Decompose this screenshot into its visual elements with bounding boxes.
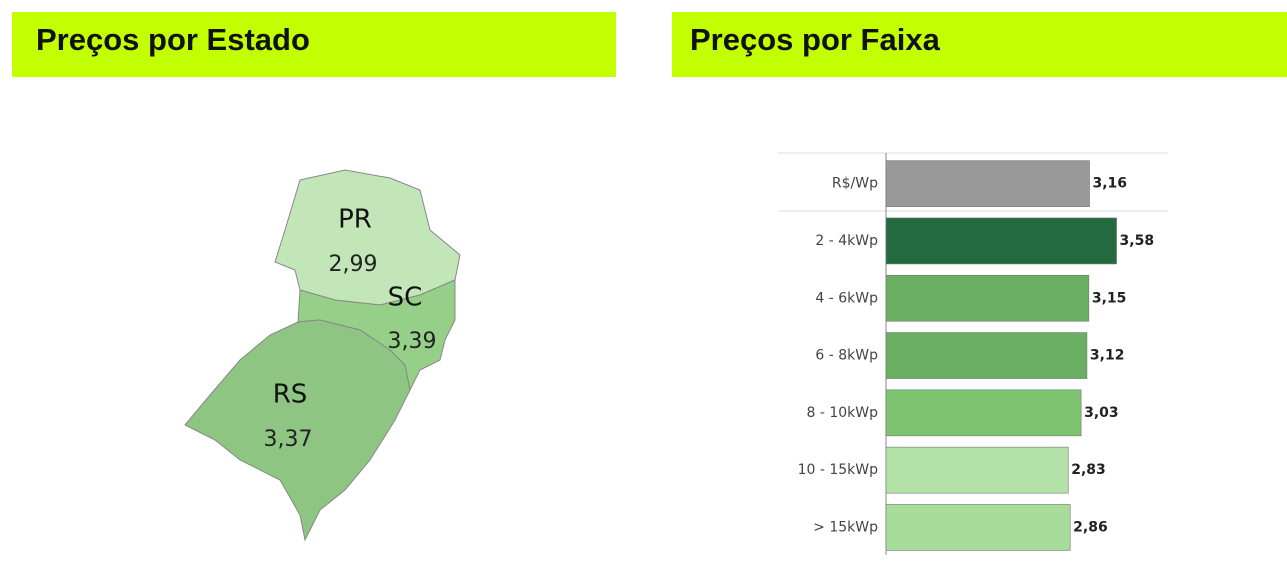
header-bar — [12, 12, 616, 77]
region-label: SC — [388, 283, 423, 313]
value-label: 3,03 — [1084, 405, 1119, 421]
header-bar — [672, 12, 1287, 77]
region-value: 3,37 — [264, 427, 313, 452]
category-label: 6 - 8kWp — [815, 348, 878, 364]
bar — [885, 160, 1090, 207]
value-label: 3,12 — [1090, 348, 1125, 364]
category-label: > 15kWp — [813, 519, 878, 535]
region-value: 3,39 — [388, 329, 437, 354]
category-label: 4 - 6kWp — [815, 290, 878, 306]
bar — [885, 274, 1090, 322]
bar — [885, 446, 1069, 494]
region — [184, 319, 411, 542]
value-label: 3,15 — [1092, 290, 1127, 306]
chart-title: Preços por Faixa — [690, 22, 941, 57]
value-label: 2,86 — [1073, 519, 1108, 535]
region-value: 2,99 — [329, 252, 378, 277]
region-label: RS — [273, 380, 308, 410]
value-label: 3,58 — [1120, 233, 1155, 249]
category-label: 2 - 4kWp — [815, 233, 878, 249]
value-label: 3,16 — [1093, 176, 1128, 192]
bar — [885, 389, 1082, 437]
category-label: R$/Wp — [832, 176, 878, 192]
category-label: 10 - 15kWp — [798, 462, 879, 478]
category-label: 8 - 10kWp — [806, 405, 878, 421]
value-label: 2,83 — [1071, 462, 1106, 478]
bar — [885, 217, 1117, 265]
bar — [885, 504, 1071, 551]
bar — [885, 332, 1088, 379]
region-label: PR — [338, 205, 372, 235]
chart-title: Preços por Estado — [36, 22, 310, 57]
region — [274, 169, 461, 306]
